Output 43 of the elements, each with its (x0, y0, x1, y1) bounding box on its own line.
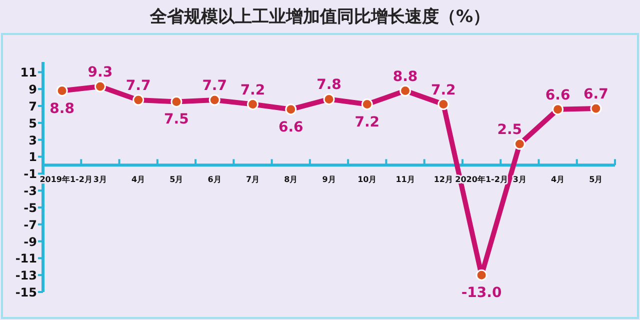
data-label: 8.8 (50, 100, 74, 117)
x-tick-label: 12月 (434, 175, 453, 184)
y-tick-label: 9 (28, 82, 37, 97)
x-tick-label: 4月 (551, 175, 565, 184)
x-tick-label: 5月 (589, 175, 603, 184)
y-tick-label: -3 (24, 184, 37, 198)
data-label: 8.8 (392, 68, 418, 85)
x-tick-label: 7月 (246, 175, 260, 184)
data-label: 7.7 (126, 78, 151, 94)
data-label: 9.3 (88, 64, 113, 81)
y-tick-label: 1 (28, 150, 37, 164)
y-tick-label: 11 (20, 66, 37, 80)
y-tick-label: -5 (24, 200, 37, 215)
data-label: 6.6 (545, 87, 570, 104)
x-tick-label: 9月 (322, 175, 336, 184)
y-tick-label: -13 (15, 268, 37, 283)
data-label: 7.2 (354, 114, 380, 130)
data-label: 2.5 (497, 122, 522, 138)
x-tick-label: 3月 (512, 175, 526, 184)
y-tick-label: 5 (28, 116, 37, 130)
y-tick-label: -1 (24, 167, 37, 182)
data-label: 7.7 (202, 78, 228, 94)
x-tick-label: 10月 (358, 175, 377, 184)
y-tick-label: -11 (15, 252, 37, 266)
data-label: 7.2 (430, 82, 456, 98)
data-label: 6.7 (584, 86, 608, 103)
y-tick-label: -15 (15, 286, 37, 300)
data-label: 7.2 (240, 82, 266, 98)
x-tick-label: 4月 (132, 175, 146, 184)
x-tick-label: 6月 (208, 175, 222, 184)
data-label: 7.8 (316, 77, 342, 94)
x-tick-label: 11月 (396, 175, 415, 184)
y-tick-label: -9 (24, 234, 37, 249)
y-tick-label: 7 (28, 99, 37, 114)
data-label: 6.6 (278, 119, 304, 136)
data-label: 7.5 (164, 112, 189, 128)
data-label: -13.0 (461, 285, 502, 302)
x-tick-label: 5月 (170, 175, 184, 184)
x-tick-label: 8月 (284, 175, 298, 184)
y-tick-label: -7 (24, 218, 37, 232)
chart-title: 全省规模以上工业增加值同比增长速度（%） (148, 7, 490, 27)
x-tick-label: 3月 (93, 175, 107, 184)
y-tick-label: 3 (28, 133, 37, 148)
